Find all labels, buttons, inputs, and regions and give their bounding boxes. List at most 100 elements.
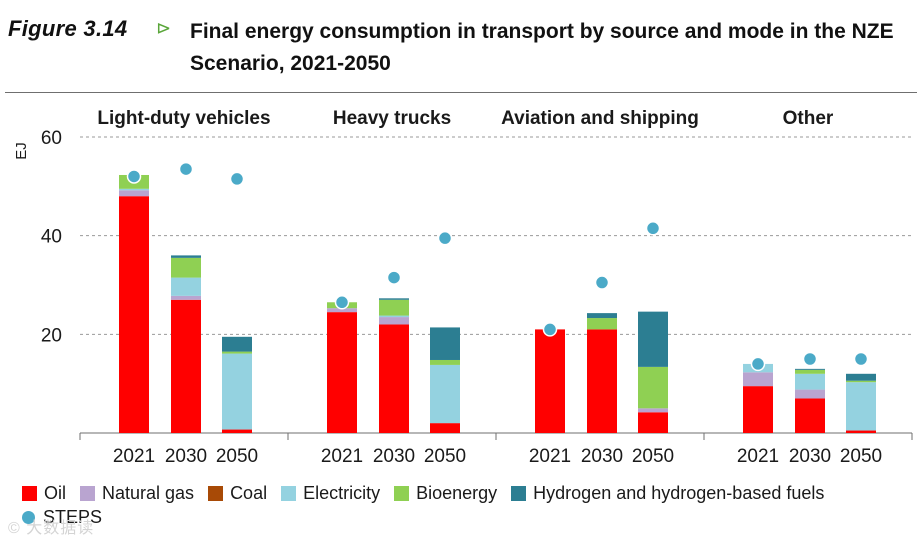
legend-label: Hydrogen and hydrogen-based fuels: [533, 482, 825, 503]
x-tick-label: 2050: [216, 446, 258, 467]
bar-segment: [222, 353, 252, 430]
steps-marker: [645, 221, 661, 236]
legend-swatch: [208, 485, 224, 501]
x-tick-label: 2021: [321, 446, 363, 467]
bar-segment: [379, 324, 409, 433]
x-tick-label: 2030: [581, 446, 623, 467]
bar-segment: [327, 308, 357, 313]
legend-label: Coal: [230, 482, 268, 503]
bar-segment: [795, 369, 825, 374]
x-tick-label: 2050: [840, 446, 882, 467]
bar-segment: [795, 373, 825, 390]
bar-segment: [430, 364, 460, 424]
bar-segment: [430, 359, 460, 365]
legend-swatch: [22, 485, 37, 501]
x-tick-label: 2030: [373, 446, 415, 467]
steps-marker: [229, 171, 245, 187]
bar-segment: [587, 318, 617, 330]
bar-segment: [846, 373, 876, 381]
bar-segment: [430, 327, 460, 360]
steps-marker: [542, 322, 558, 337]
bar-segment: [171, 295, 201, 300]
bar-segment: [222, 429, 252, 433]
bar-segment: [535, 329, 565, 433]
bar-segment: [743, 372, 773, 387]
legend-label: Oil: [44, 482, 66, 503]
group-label: Light-duty vehicles: [97, 108, 270, 129]
legend-swatch: [394, 485, 410, 501]
bar-segment: [379, 317, 409, 325]
bar-segment: [587, 329, 617, 433]
legend-item: Electricity: [281, 483, 380, 504]
group-label: Other: [783, 108, 834, 129]
legend: Oil Natural gas Coal Electricity Bioenergy Hy…: [22, 481, 917, 529]
bar-segment: [795, 368, 825, 370]
bar-segment: [638, 412, 668, 433]
steps-marker: [178, 161, 194, 177]
legend-item: Oil: [22, 483, 66, 504]
legend-swatch: [80, 485, 95, 501]
bar-segment: [327, 312, 357, 433]
bar-segment: [171, 277, 201, 296]
bar-segment: [379, 298, 409, 300]
legend-label: Bioenergy: [416, 482, 498, 503]
figure-title: Final energy consumption in transport by…: [190, 20, 894, 75]
bar-segment: [846, 382, 876, 431]
legend-row-steps: STEPS: [22, 505, 917, 529]
bar-segment: [379, 315, 409, 318]
figure-header: Figure 3.14 ⊳ Final energy consumption i…: [8, 10, 913, 90]
legend-label: Natural gas: [102, 482, 195, 503]
bar-segment: [638, 366, 668, 409]
steps-marker: [802, 351, 818, 367]
bar-segment: [222, 351, 252, 354]
bar-segment: [430, 423, 460, 433]
bar-segment: [587, 313, 617, 319]
x-tick-label: 2050: [632, 446, 674, 467]
bar-segment: [743, 386, 773, 433]
legend-item: Coal: [208, 483, 267, 504]
bar-segment: [846, 380, 876, 383]
watermark: © 大数据读: [8, 520, 95, 537]
figure-label: Figure 3.14: [8, 16, 128, 41]
bar-segment: [638, 408, 668, 413]
steps-marker: [126, 169, 142, 184]
bar-segment: [171, 255, 201, 258]
group-label: Aviation and shipping: [501, 108, 699, 129]
y-tick-label: 40: [41, 227, 62, 248]
legend-label: STEPS: [43, 506, 103, 527]
legend-item: Natural gas: [80, 483, 194, 504]
x-tick-label: 2030: [165, 446, 207, 467]
steps-marker: [750, 356, 766, 372]
steps-marker: [437, 230, 453, 246]
bar-segment: [222, 336, 252, 352]
bar-segment: [171, 299, 201, 433]
header-divider: [5, 92, 917, 93]
group-label: Heavy trucks: [333, 108, 451, 129]
steps-marker: [386, 270, 402, 285]
legend-item: Hydrogen and hydrogen-based fuels: [511, 483, 824, 504]
legend-item-steps: STEPS: [22, 507, 102, 528]
bar-segment: [795, 389, 825, 399]
bar-segment: [638, 311, 668, 367]
steps-marker: [853, 351, 869, 367]
x-tick-label: 2030: [789, 446, 831, 467]
bar-segment: [379, 299, 409, 316]
legend-row-series: Oil Natural gas Coal Electricity Bioenergy Hy…: [22, 481, 917, 505]
bar-segment: [119, 196, 149, 433]
bar-segment: [119, 188, 149, 191]
legend-swatch: [281, 485, 297, 501]
x-tick-label: 2021: [737, 446, 779, 467]
steps-marker: [334, 295, 350, 310]
y-tick-label: 20: [41, 325, 62, 346]
legend-dot: [22, 510, 35, 524]
x-tick-label: 2021: [529, 446, 571, 467]
bar-segment: [795, 398, 825, 433]
x-tick-label: 2050: [424, 446, 466, 467]
bar-segment: [119, 190, 149, 197]
x-tick-label: 2021: [113, 446, 155, 467]
y-tick-label: 60: [41, 128, 62, 149]
figure-arrow-icon: ⊳: [156, 18, 172, 38]
bar-segment: [846, 430, 876, 433]
y-axis-label: EJ: [13, 142, 30, 160]
